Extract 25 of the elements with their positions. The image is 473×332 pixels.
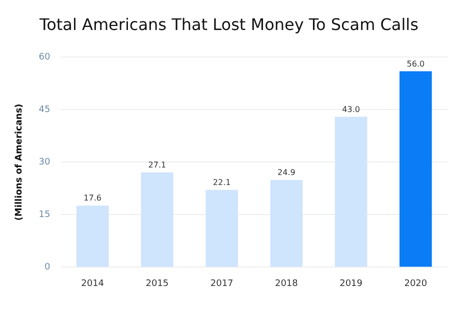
bar xyxy=(270,180,303,267)
y-tick-label: 45 xyxy=(38,105,50,116)
x-tick-label: 2014 xyxy=(81,278,104,289)
bar xyxy=(206,190,238,267)
y-tick-label: 60 xyxy=(38,52,51,63)
chart-title: Total Americans That Lost Money To Scam Calls xyxy=(38,14,418,34)
bar xyxy=(334,116,368,267)
bar xyxy=(76,206,109,267)
x-tick-label: 2019 xyxy=(340,278,363,289)
x-tick-label: 2018 xyxy=(274,278,298,289)
data-label: 22.1 xyxy=(212,178,231,187)
x-tick-label: 2020 xyxy=(404,278,428,289)
y-tick-label: 30 xyxy=(38,158,51,168)
data-label: 43.0 xyxy=(342,104,360,114)
bar xyxy=(141,172,174,267)
y-tick-label: 0 xyxy=(44,262,51,273)
data-label: 17.6 xyxy=(84,194,102,203)
y-axis-title: (Millions of Americans) xyxy=(14,104,25,221)
bar xyxy=(400,71,432,267)
data-label: 56.0 xyxy=(406,59,425,68)
data-label: 24.9 xyxy=(278,168,296,178)
x-tick-label: 2017 xyxy=(210,278,234,289)
y-tick-label: 15 xyxy=(38,210,50,220)
x-tick-label: 2015 xyxy=(146,278,169,289)
data-label: 27.1 xyxy=(148,160,166,170)
